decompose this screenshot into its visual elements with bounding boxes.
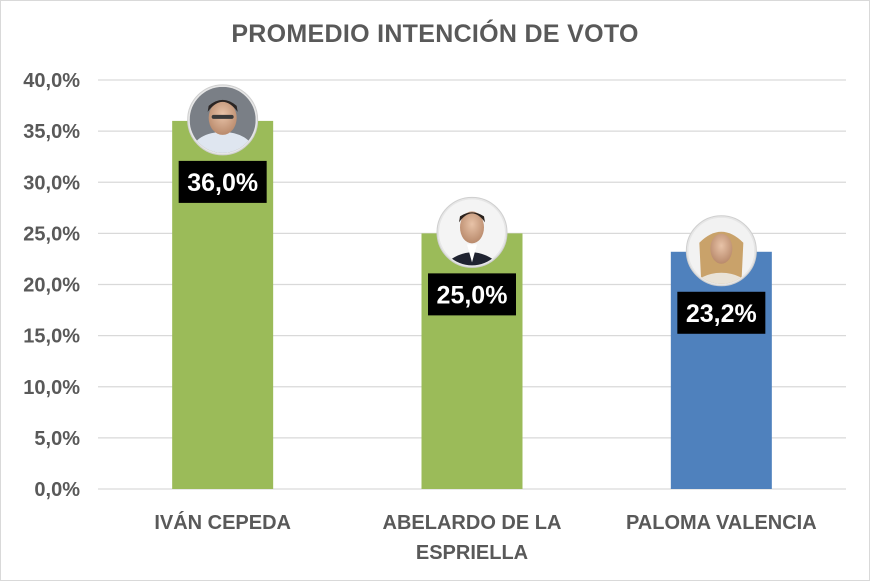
x-category-label: ABELARDO DE LA [383,512,562,534]
y-axis-tick-labels: 0,0% 5,0% 10,0% 15,0% 20,0% 25,0% 30,0% 35,0% 40… [23,70,80,501]
candidate-photo-paloma-valencia-icon [685,215,757,287]
y-tick-label: 5,0% [34,428,80,450]
y-tick-label: 0,0% [34,479,80,501]
bars: 36,0% 25,0% 23,2% [172,84,772,490]
y-tick-label: 40,0% [23,70,80,92]
data-label: 25,0% [437,281,508,309]
data-label-box [428,273,516,316]
data-label-box [677,291,766,334]
y-tick-label: 10,0% [23,377,80,399]
x-category-label: PALOMA VALENCIA [626,512,817,534]
data-label-box [178,160,267,203]
bar [421,233,523,489]
x-axis-category-labels: IVÁN CEPEDA ABELARDO DE LA ESPRIELLA PALOMA… [154,511,816,564]
x-category-label: ESPRIELLA [416,542,528,564]
y-tick-label: 20,0% [23,275,80,297]
data-label: 36,0% [187,169,258,197]
chart-title: PROMEDIO INTENCIÓN DE VOTO [231,20,639,48]
x-category-label: IVÁN CEPEDA [154,511,291,534]
candidate-photo-ivan-cepeda-icon [187,84,259,156]
data-label: 23,2% [686,300,757,328]
candidate-photo-abelardo-de-la-espriella-icon [436,196,508,268]
y-tick-label: 30,0% [23,172,80,194]
y-tick-label: 25,0% [23,223,80,245]
y-tick-label: 15,0% [23,326,80,348]
y-tick-label: 35,0% [23,121,80,143]
bar [670,251,772,489]
